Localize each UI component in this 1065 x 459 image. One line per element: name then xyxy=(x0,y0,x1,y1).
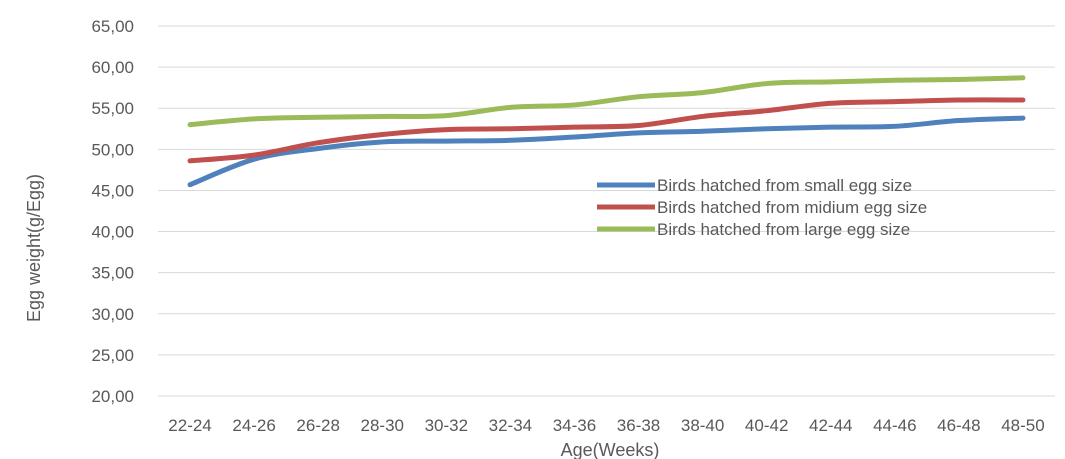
x-tick-label: 32-34 xyxy=(489,416,532,435)
legend-label: Birds hatched from small egg size xyxy=(657,176,912,195)
series-line-1 xyxy=(187,115,1026,188)
x-tick-label: 46-48 xyxy=(937,416,980,435)
x-tick-label: 48-50 xyxy=(1001,416,1044,435)
y-tick-label: 20,00 xyxy=(91,387,134,406)
x-tick-label: 26-28 xyxy=(296,416,339,435)
x-tick-label: 22-24 xyxy=(168,416,211,435)
x-tick-label: 34-36 xyxy=(553,416,596,435)
series-line-2 xyxy=(187,97,1026,164)
x-axis-tick-labels: 22-24 24-26 26-28 28-30 30-32 32-34 34-36 36-38… xyxy=(168,416,1044,435)
y-tick-label: 55,00 xyxy=(91,99,134,118)
x-axis-title: Age(Weeks) xyxy=(561,440,660,459)
x-tick-label: 40-42 xyxy=(745,416,788,435)
y-axis-title: Egg weight(g/Egg) xyxy=(24,174,44,322)
legend: Birds hatched from small egg size Birds h… xyxy=(597,176,927,239)
series-line-3 xyxy=(187,75,1026,128)
y-tick-label: 60,00 xyxy=(91,58,134,77)
series-lines xyxy=(187,75,1026,188)
y-tick-label: 35,00 xyxy=(91,264,134,283)
x-tick-label: 36-38 xyxy=(617,416,660,435)
y-tick-label: 25,00 xyxy=(91,346,134,365)
y-tick-label: 40,00 xyxy=(91,223,134,242)
x-tick-label: 44-46 xyxy=(873,416,916,435)
legend-label: Birds hatched from large egg size xyxy=(657,220,910,239)
x-tick-label: 38-40 xyxy=(681,416,724,435)
y-tick-label: 65,00 xyxy=(91,17,134,36)
y-axis-tick-labels: 20,00 25,00 30,00 35,00 40,00 45,00 50,00 55,00… xyxy=(91,17,134,406)
x-tick-label: 28-30 xyxy=(361,416,404,435)
x-tick-label: 30-32 xyxy=(425,416,468,435)
x-tick-label: 24-26 xyxy=(232,416,275,435)
x-tick-label: 42-44 xyxy=(809,416,852,435)
y-tick-label: 50,00 xyxy=(91,140,134,159)
y-tick-label: 45,00 xyxy=(91,181,134,200)
legend-label: Birds hatched from midium egg size xyxy=(657,198,927,217)
y-tick-label: 30,00 xyxy=(91,305,134,324)
